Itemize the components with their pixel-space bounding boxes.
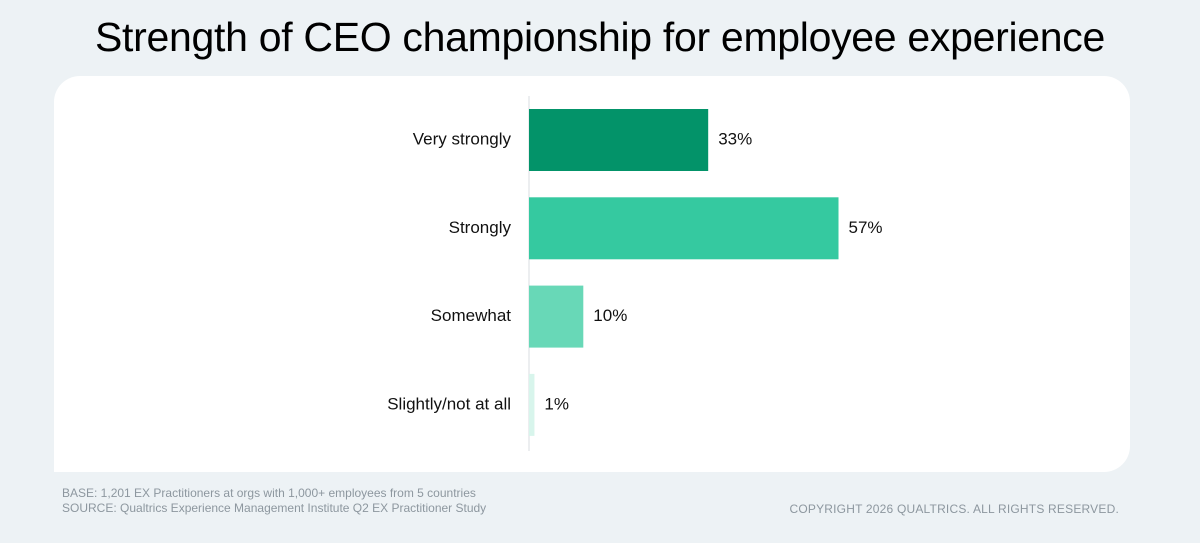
bar-chart: Very strongly 33% Strongly 57% Somewhat 10% Sl… xyxy=(387,96,883,451)
bar-somewhat xyxy=(529,285,584,348)
chart-panel: Very strongly 33% Strongly 57% Somewhat 10% Sl… xyxy=(54,76,1130,472)
category-label-very-strongly: Very strongly xyxy=(413,129,512,148)
value-label-very-strongly: 33% xyxy=(718,129,752,148)
copyright-note: COPYRIGHT 2026 QUALTRICS. ALL RIGHTS RES… xyxy=(789,502,1119,516)
footer-notes: BASE: 1,201 EX Practitioners at orgs wit… xyxy=(62,486,486,516)
bar-marks: Very strongly 33% Strongly 57% Somewhat 10% Sl… xyxy=(387,109,883,436)
bar-slightly-not-at-all xyxy=(529,373,535,436)
value-label-slightly-not-at-all: 1% xyxy=(544,394,569,413)
bar-strongly xyxy=(529,197,839,260)
value-label-strongly: 57% xyxy=(849,218,883,237)
category-label-somewhat: Somewhat xyxy=(431,306,512,325)
category-label-slightly-not-at-all: Slightly/not at all xyxy=(387,394,511,413)
chart-title: Strength of CEO championship for employe… xyxy=(95,14,1105,60)
category-label-strongly: Strongly xyxy=(449,218,512,237)
source-note: SOURCE: Qualtrics Experience Management … xyxy=(62,501,487,515)
bar-very-strongly xyxy=(529,109,709,171)
value-label-somewhat: 10% xyxy=(593,306,627,325)
base-note: BASE: 1,201 EX Practitioners at orgs wit… xyxy=(62,486,476,500)
